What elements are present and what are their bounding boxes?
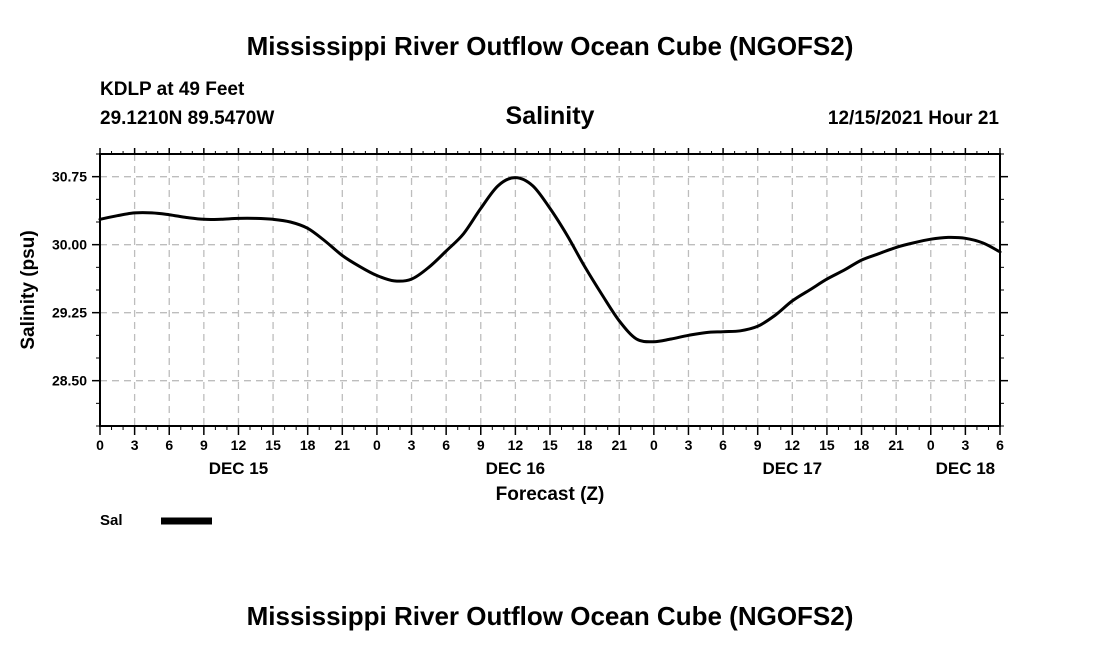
x-tick-label: 0 [373, 437, 381, 453]
y-tick-label: 30.75 [52, 169, 87, 185]
footer-title: Mississippi River Outflow Ocean Cube (NG… [247, 601, 854, 631]
x-tick-label: 6 [442, 437, 450, 453]
x-tick-label: 0 [96, 437, 104, 453]
x-tick-label: 12 [508, 437, 524, 453]
plot-frame [99, 153, 1001, 427]
main-title: Mississippi River Outflow Ocean Cube (NG… [247, 31, 854, 61]
date-label: DEC 15 [209, 459, 269, 478]
series-line-sal [98, 176, 1002, 344]
timestamp-label: 12/15/2021 Hour 21 [828, 108, 1000, 129]
x-tick-label: 21 [335, 437, 351, 453]
x-tick-label: 18 [577, 437, 593, 453]
station-label: KDLP at 49 Feet [100, 79, 245, 100]
x-tick-label: 9 [477, 437, 485, 453]
x-tick-label: 0 [927, 437, 935, 453]
x-tick-label: 15 [819, 437, 835, 453]
x-tick-label: 0 [650, 437, 658, 453]
y-tick-label: 30.00 [52, 237, 87, 253]
date-label: DEC 17 [763, 459, 823, 478]
series-layer [98, 176, 1002, 344]
x-tick-label: 18 [854, 437, 870, 453]
date-label: DEC 16 [486, 459, 546, 478]
y-tick-label: 29.25 [52, 305, 87, 321]
y-axis-label: Salinity (psu) [18, 230, 39, 349]
x-tick-label: 3 [685, 437, 693, 453]
x-tick-label: 3 [408, 437, 416, 453]
x-tick-label: 6 [996, 437, 1004, 453]
x-axis-label: Forecast (Z) [496, 484, 605, 505]
legend-label: Sal [100, 512, 123, 529]
x-tick-label: 15 [542, 437, 558, 453]
axis-labels: 0 3 6 9 12 15 18 21 0 3 6 9 12 15 18 21 0 3 6 9 12 15 18 21 0 3 6 2… [52, 169, 1004, 478]
location-label: 29.1210N 89.5470W [100, 108, 274, 129]
x-tick-label: 3 [961, 437, 969, 453]
x-tick-label: 18 [300, 437, 316, 453]
date-label: DEC 18 [936, 459, 996, 478]
y-tick-label: 28.50 [52, 373, 87, 389]
grid-lines [100, 154, 1000, 426]
x-tick-label: 21 [888, 437, 904, 453]
x-tick-label: 9 [754, 437, 762, 453]
x-tick-label: 12 [231, 437, 247, 453]
x-tick-label: 12 [785, 437, 801, 453]
x-tick-label: 9 [200, 437, 208, 453]
x-tick-label: 6 [719, 437, 727, 453]
x-tick-label: 15 [265, 437, 281, 453]
chart-title: Salinity [506, 102, 595, 130]
x-tick-label: 3 [131, 437, 139, 453]
x-tick-label: 6 [165, 437, 173, 453]
x-tick-label: 21 [611, 437, 627, 453]
